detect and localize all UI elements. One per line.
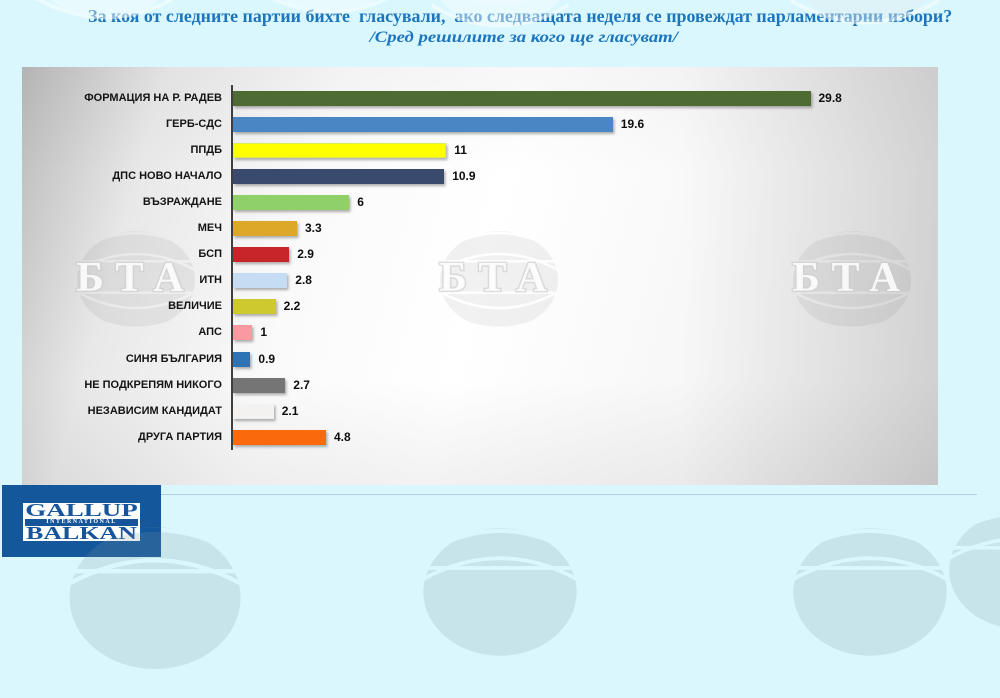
svg-text:БТА: БТА xyxy=(439,255,558,301)
svg-text:БТА: БТА xyxy=(76,255,195,301)
svg-text:БТА: БТА xyxy=(792,255,911,301)
